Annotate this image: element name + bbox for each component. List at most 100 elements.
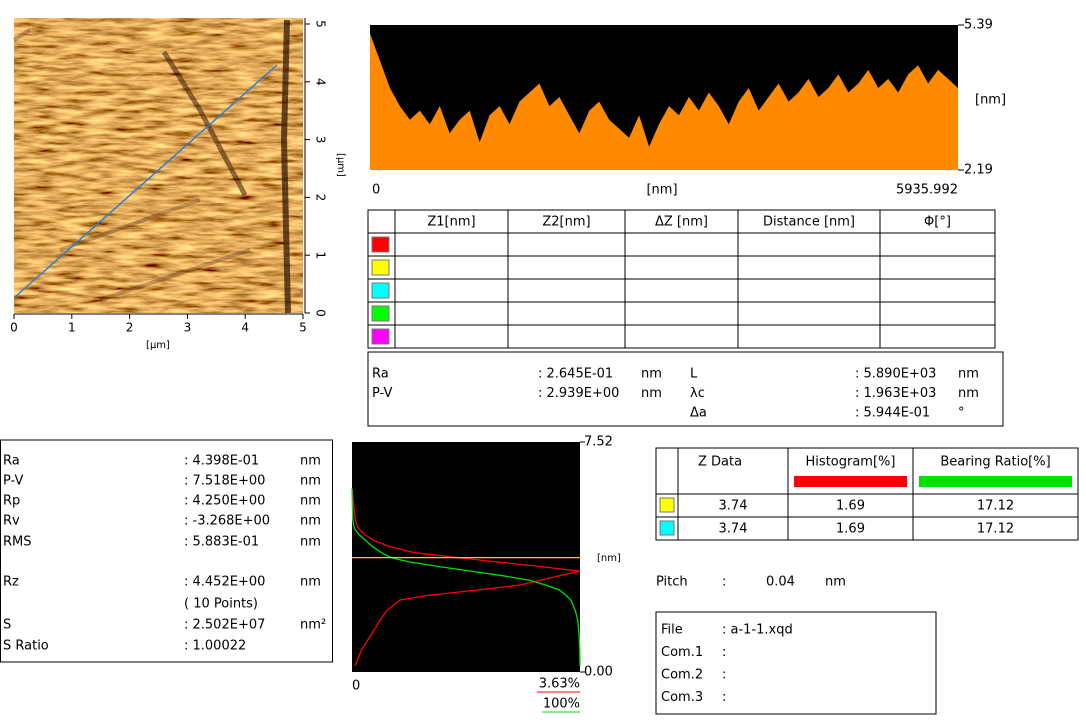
roughness-name: Rz xyxy=(3,575,19,590)
x-axis-label: [µm] xyxy=(146,340,170,351)
color-swatch xyxy=(371,305,390,322)
column-header: Φ[°] xyxy=(924,215,951,230)
legend-bar xyxy=(919,476,1072,487)
color-swatch xyxy=(371,236,390,253)
x-tick-label: 2 xyxy=(126,321,134,335)
column-header: ΔZ [nm] xyxy=(655,215,708,230)
afm-image xyxy=(12,18,303,314)
roughness-name: Rv xyxy=(3,514,20,529)
roughness-value: : 4.398E-01 xyxy=(184,454,259,469)
roughness-name: P-V xyxy=(3,474,23,489)
y-tick-label: 7.52 xyxy=(584,435,613,450)
y-tick-label: 2.19 xyxy=(964,163,993,178)
x-tick-label: 5935.992 xyxy=(896,183,958,198)
file-label: Com.2 xyxy=(661,668,703,683)
pitch-unit: nm xyxy=(825,575,846,590)
x-tick-label: 0 xyxy=(10,321,18,335)
file-value: : xyxy=(722,645,726,660)
y-tick-label: 4 xyxy=(314,78,328,86)
roughness-frame xyxy=(0,439,333,663)
stat-value: : 2.645E-01 xyxy=(538,367,613,382)
roughness-value: : 4.250E+00 xyxy=(184,494,265,509)
pitch-label: Pitch xyxy=(656,575,688,590)
column-header: Z1[nm] xyxy=(427,215,475,230)
stat-unit: nm xyxy=(958,367,979,382)
roughness-name: Ra xyxy=(3,454,20,469)
stat-unit: nm xyxy=(641,367,662,382)
file-value: : xyxy=(722,690,726,705)
x-axis-label: [nm] xyxy=(646,183,677,198)
roughness-name: Rp xyxy=(3,494,20,509)
hist-max-label: 3.63% xyxy=(539,677,580,692)
file-frame xyxy=(655,611,937,715)
roughness-value: : 4.452E+00 xyxy=(184,575,265,590)
stat-value: : 5.890E+03 xyxy=(855,367,936,382)
column-header: Histogram[%] xyxy=(806,455,896,470)
file-label: Com.3 xyxy=(661,690,703,705)
cell-value: 3.74 xyxy=(719,499,748,514)
stat-value: : 2.939E+00 xyxy=(538,386,619,401)
color-swatch xyxy=(659,520,675,536)
bearing-max-label: 100% xyxy=(543,697,580,712)
afm-edge xyxy=(280,19,291,314)
cell-value: 17.12 xyxy=(977,522,1014,537)
stat-name: Ra xyxy=(372,367,389,382)
roughness-value: : 5.883E-01 xyxy=(184,535,259,550)
y-axis-label: [nm] xyxy=(597,553,621,564)
hist-curve xyxy=(351,488,581,667)
stat-unit: nm xyxy=(958,386,979,401)
roughness-unit: nm xyxy=(300,454,321,469)
x-tick-label: 5 xyxy=(299,321,307,335)
stat-unit: ° xyxy=(958,406,965,421)
color-swatch xyxy=(371,282,390,299)
y-tick-label: 5.39 xyxy=(964,18,993,33)
y-tick-label: 2 xyxy=(314,194,328,202)
stat-value: : 5.944E-01 xyxy=(855,406,930,421)
roughness-value: : 2.502E+07 xyxy=(184,618,265,633)
roughness-name: RMS xyxy=(3,535,32,550)
cell-value: 17.12 xyxy=(977,499,1014,514)
roughness-value: : 7.518E+00 xyxy=(184,474,265,489)
roughness-name: S xyxy=(3,618,11,633)
roughness-unit: nm xyxy=(300,535,321,550)
cell-value: 1.69 xyxy=(836,499,865,514)
color-swatch xyxy=(659,497,675,513)
y-axis-label: [µm] xyxy=(335,153,346,177)
roughness-value: : -3.268E+00 xyxy=(184,514,270,529)
stat-name: P-V xyxy=(372,386,392,401)
file-label: File xyxy=(661,623,683,638)
afm-ridge xyxy=(161,50,248,197)
roughness-name: S Ratio xyxy=(3,639,49,654)
legend-bar xyxy=(794,476,907,487)
cell-value: 3.74 xyxy=(719,522,748,537)
x-start-label: 0 xyxy=(352,679,360,694)
roughness-unit: nm xyxy=(300,494,321,509)
column-header: Z Data xyxy=(698,455,742,470)
column-header: Distance [nm] xyxy=(763,215,855,230)
roughness-value: ( 10 Points) xyxy=(184,597,258,612)
x-tick-label: 0 xyxy=(372,183,380,198)
profile-area xyxy=(370,33,958,170)
stat-value: : 1.963E+03 xyxy=(855,386,936,401)
color-swatch xyxy=(371,328,390,345)
roughness-unit: nm xyxy=(300,575,321,590)
y-tick-label: 1 xyxy=(314,251,328,259)
y-tick-label: 0.00 xyxy=(584,665,613,680)
stat-unit: nm xyxy=(641,386,662,401)
y-tick-label: 3 xyxy=(314,136,328,144)
roughness-unit: nm xyxy=(300,474,321,489)
y-axis-label: [nm] xyxy=(975,93,1006,108)
roughness-value: : 1.00022 xyxy=(184,639,246,654)
roughness-unit: nm² xyxy=(300,618,326,633)
stat-name: L xyxy=(690,367,698,382)
afm-texture xyxy=(14,18,303,313)
y-tick-label: 0 xyxy=(314,309,328,317)
x-tick-label: 3 xyxy=(184,321,192,335)
x-tick-label: 4 xyxy=(241,321,249,335)
pitch-sep: : xyxy=(722,575,726,590)
x-tick-label: 1 xyxy=(68,321,76,335)
pitch-value: 0.04 xyxy=(766,575,795,590)
y-tick-label: 5 xyxy=(314,20,328,28)
roughness-unit: nm xyxy=(300,514,321,529)
